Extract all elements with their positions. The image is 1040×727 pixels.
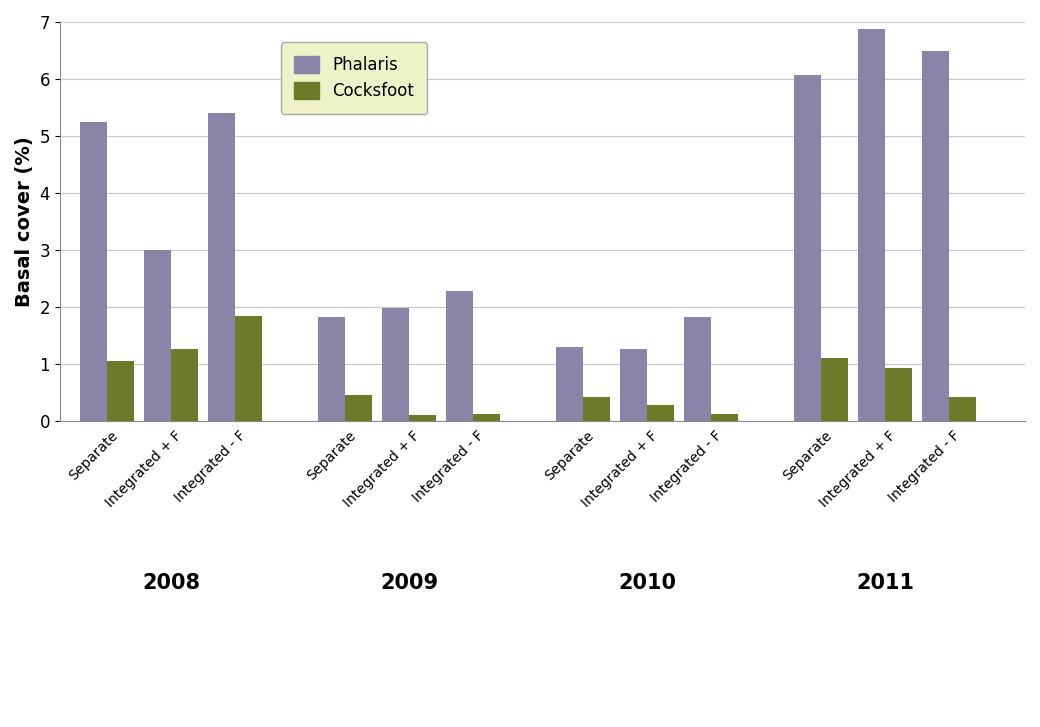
Bar (885, 368, 912, 421)
Y-axis label: Basal cover (%): Basal cover (%) (15, 136, 34, 307)
Bar (858, 29, 885, 421)
Legend: Phalaris, Cocksfoot: Phalaris, Cocksfoot (281, 42, 427, 113)
Bar (382, 308, 409, 421)
Bar (145, 250, 171, 421)
Bar (647, 405, 674, 421)
Bar (583, 397, 610, 421)
Bar (795, 75, 822, 421)
Bar (556, 347, 583, 421)
Bar (711, 414, 738, 421)
Bar (822, 358, 849, 421)
Text: 2011: 2011 (856, 573, 914, 593)
Bar (473, 414, 500, 421)
Bar (446, 291, 473, 421)
Bar (409, 415, 436, 421)
Bar (208, 113, 235, 421)
Bar (235, 316, 262, 421)
Bar (620, 349, 647, 421)
Bar (922, 50, 950, 421)
Bar (318, 318, 345, 421)
Text: 2010: 2010 (618, 573, 676, 593)
Bar (107, 361, 134, 421)
Text: 2008: 2008 (142, 573, 200, 593)
Bar (950, 397, 977, 421)
Bar (171, 349, 198, 421)
Bar (80, 122, 107, 421)
Bar (684, 318, 711, 421)
Bar (345, 395, 372, 421)
Text: 2009: 2009 (380, 573, 438, 593)
